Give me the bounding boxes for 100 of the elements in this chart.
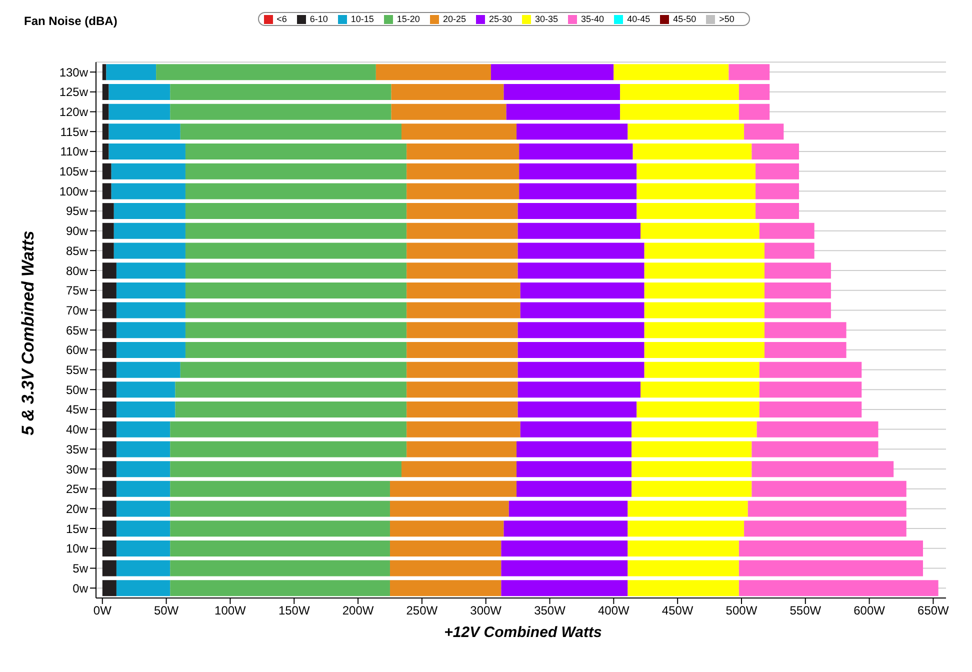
bar xyxy=(114,222,186,239)
bar xyxy=(764,282,831,298)
bar xyxy=(738,84,770,100)
y-tick-label: 125w xyxy=(59,85,88,100)
bar xyxy=(102,282,116,298)
x-tick-label: 500W xyxy=(726,604,758,618)
bar xyxy=(102,560,116,576)
bar xyxy=(185,302,407,318)
bar xyxy=(185,144,407,160)
bar xyxy=(406,302,520,318)
y-tick-label: 20w xyxy=(66,502,88,516)
bar xyxy=(170,500,390,517)
bar xyxy=(401,124,517,140)
bar xyxy=(102,203,114,220)
bar xyxy=(102,500,116,517)
bar xyxy=(506,104,620,120)
bar xyxy=(628,500,748,517)
chart-subtitle: Fan Noise (dBA) xyxy=(24,14,118,28)
x-tick-label: 150W xyxy=(278,604,310,618)
bar xyxy=(520,421,632,438)
bar xyxy=(170,520,390,537)
bar xyxy=(636,203,756,220)
bar xyxy=(406,282,520,298)
bar xyxy=(518,262,644,279)
bar xyxy=(170,560,390,576)
y-tick-label: 55w xyxy=(66,363,88,378)
y-tick-label: 95w xyxy=(66,204,88,218)
bar xyxy=(406,183,520,200)
y-tick-label: 90w xyxy=(66,224,88,238)
bar xyxy=(764,322,846,338)
bar xyxy=(632,441,752,458)
bar xyxy=(180,124,402,140)
bar xyxy=(185,242,407,259)
bar xyxy=(102,520,116,537)
bar xyxy=(636,163,756,180)
bar xyxy=(116,461,170,478)
x-tick-label: 300W xyxy=(470,604,502,618)
bar xyxy=(518,402,637,418)
bar xyxy=(102,342,116,358)
bar xyxy=(406,441,517,458)
bar xyxy=(185,262,407,279)
legend-label: 35-40 xyxy=(581,14,604,24)
y-tick-label: 45w xyxy=(66,402,88,417)
y-tick-label: 85w xyxy=(66,244,88,258)
bar xyxy=(185,282,407,298)
legend-label: >50 xyxy=(719,14,734,24)
bar xyxy=(376,64,491,80)
bar xyxy=(170,104,392,120)
bar xyxy=(520,282,644,298)
bar xyxy=(156,64,376,80)
y-tick-label: 65w xyxy=(66,323,88,338)
bar xyxy=(108,124,180,140)
x-tick-label: 550W xyxy=(790,604,822,618)
bar xyxy=(518,222,641,239)
legend-label: <6 xyxy=(276,14,287,24)
bar xyxy=(116,560,170,576)
bar xyxy=(759,222,814,239)
y-tick-label: 10w xyxy=(66,542,88,556)
bar xyxy=(756,183,800,200)
bar xyxy=(519,183,637,200)
x-tick-label: 100W xyxy=(214,604,247,618)
bar xyxy=(102,382,116,398)
bar xyxy=(102,262,116,279)
bar xyxy=(102,242,114,259)
bar xyxy=(644,362,760,378)
x-tick-label: 250W xyxy=(406,604,438,618)
bar xyxy=(116,322,186,338)
bar xyxy=(114,242,186,259)
y-tick-label: 15w xyxy=(66,522,88,536)
bar xyxy=(516,124,628,140)
bar xyxy=(632,421,757,438)
bar xyxy=(116,302,186,318)
bar xyxy=(406,242,518,259)
bar xyxy=(185,203,407,220)
bar xyxy=(518,382,641,398)
bar xyxy=(170,84,392,100)
bar xyxy=(406,163,520,180)
bar xyxy=(504,520,628,537)
bar xyxy=(620,84,739,100)
bar xyxy=(170,421,407,438)
bar xyxy=(108,144,186,160)
x-tick-label: 350W xyxy=(534,604,566,618)
bar xyxy=(519,163,637,180)
bar xyxy=(170,441,407,458)
bar xyxy=(170,540,390,556)
bar xyxy=(752,480,906,497)
bar xyxy=(744,124,784,140)
x-tick-label: 0W xyxy=(93,604,112,618)
bar xyxy=(102,461,116,478)
bar xyxy=(628,540,739,556)
bar xyxy=(728,64,770,80)
bar xyxy=(102,124,109,140)
bar xyxy=(116,580,170,596)
bar xyxy=(628,580,739,596)
bar xyxy=(644,342,764,358)
bar xyxy=(628,124,744,140)
bar xyxy=(108,84,170,100)
y-tick-label: 110w xyxy=(60,144,88,159)
bar xyxy=(102,302,116,318)
x-tick-label: 600W xyxy=(854,604,886,618)
